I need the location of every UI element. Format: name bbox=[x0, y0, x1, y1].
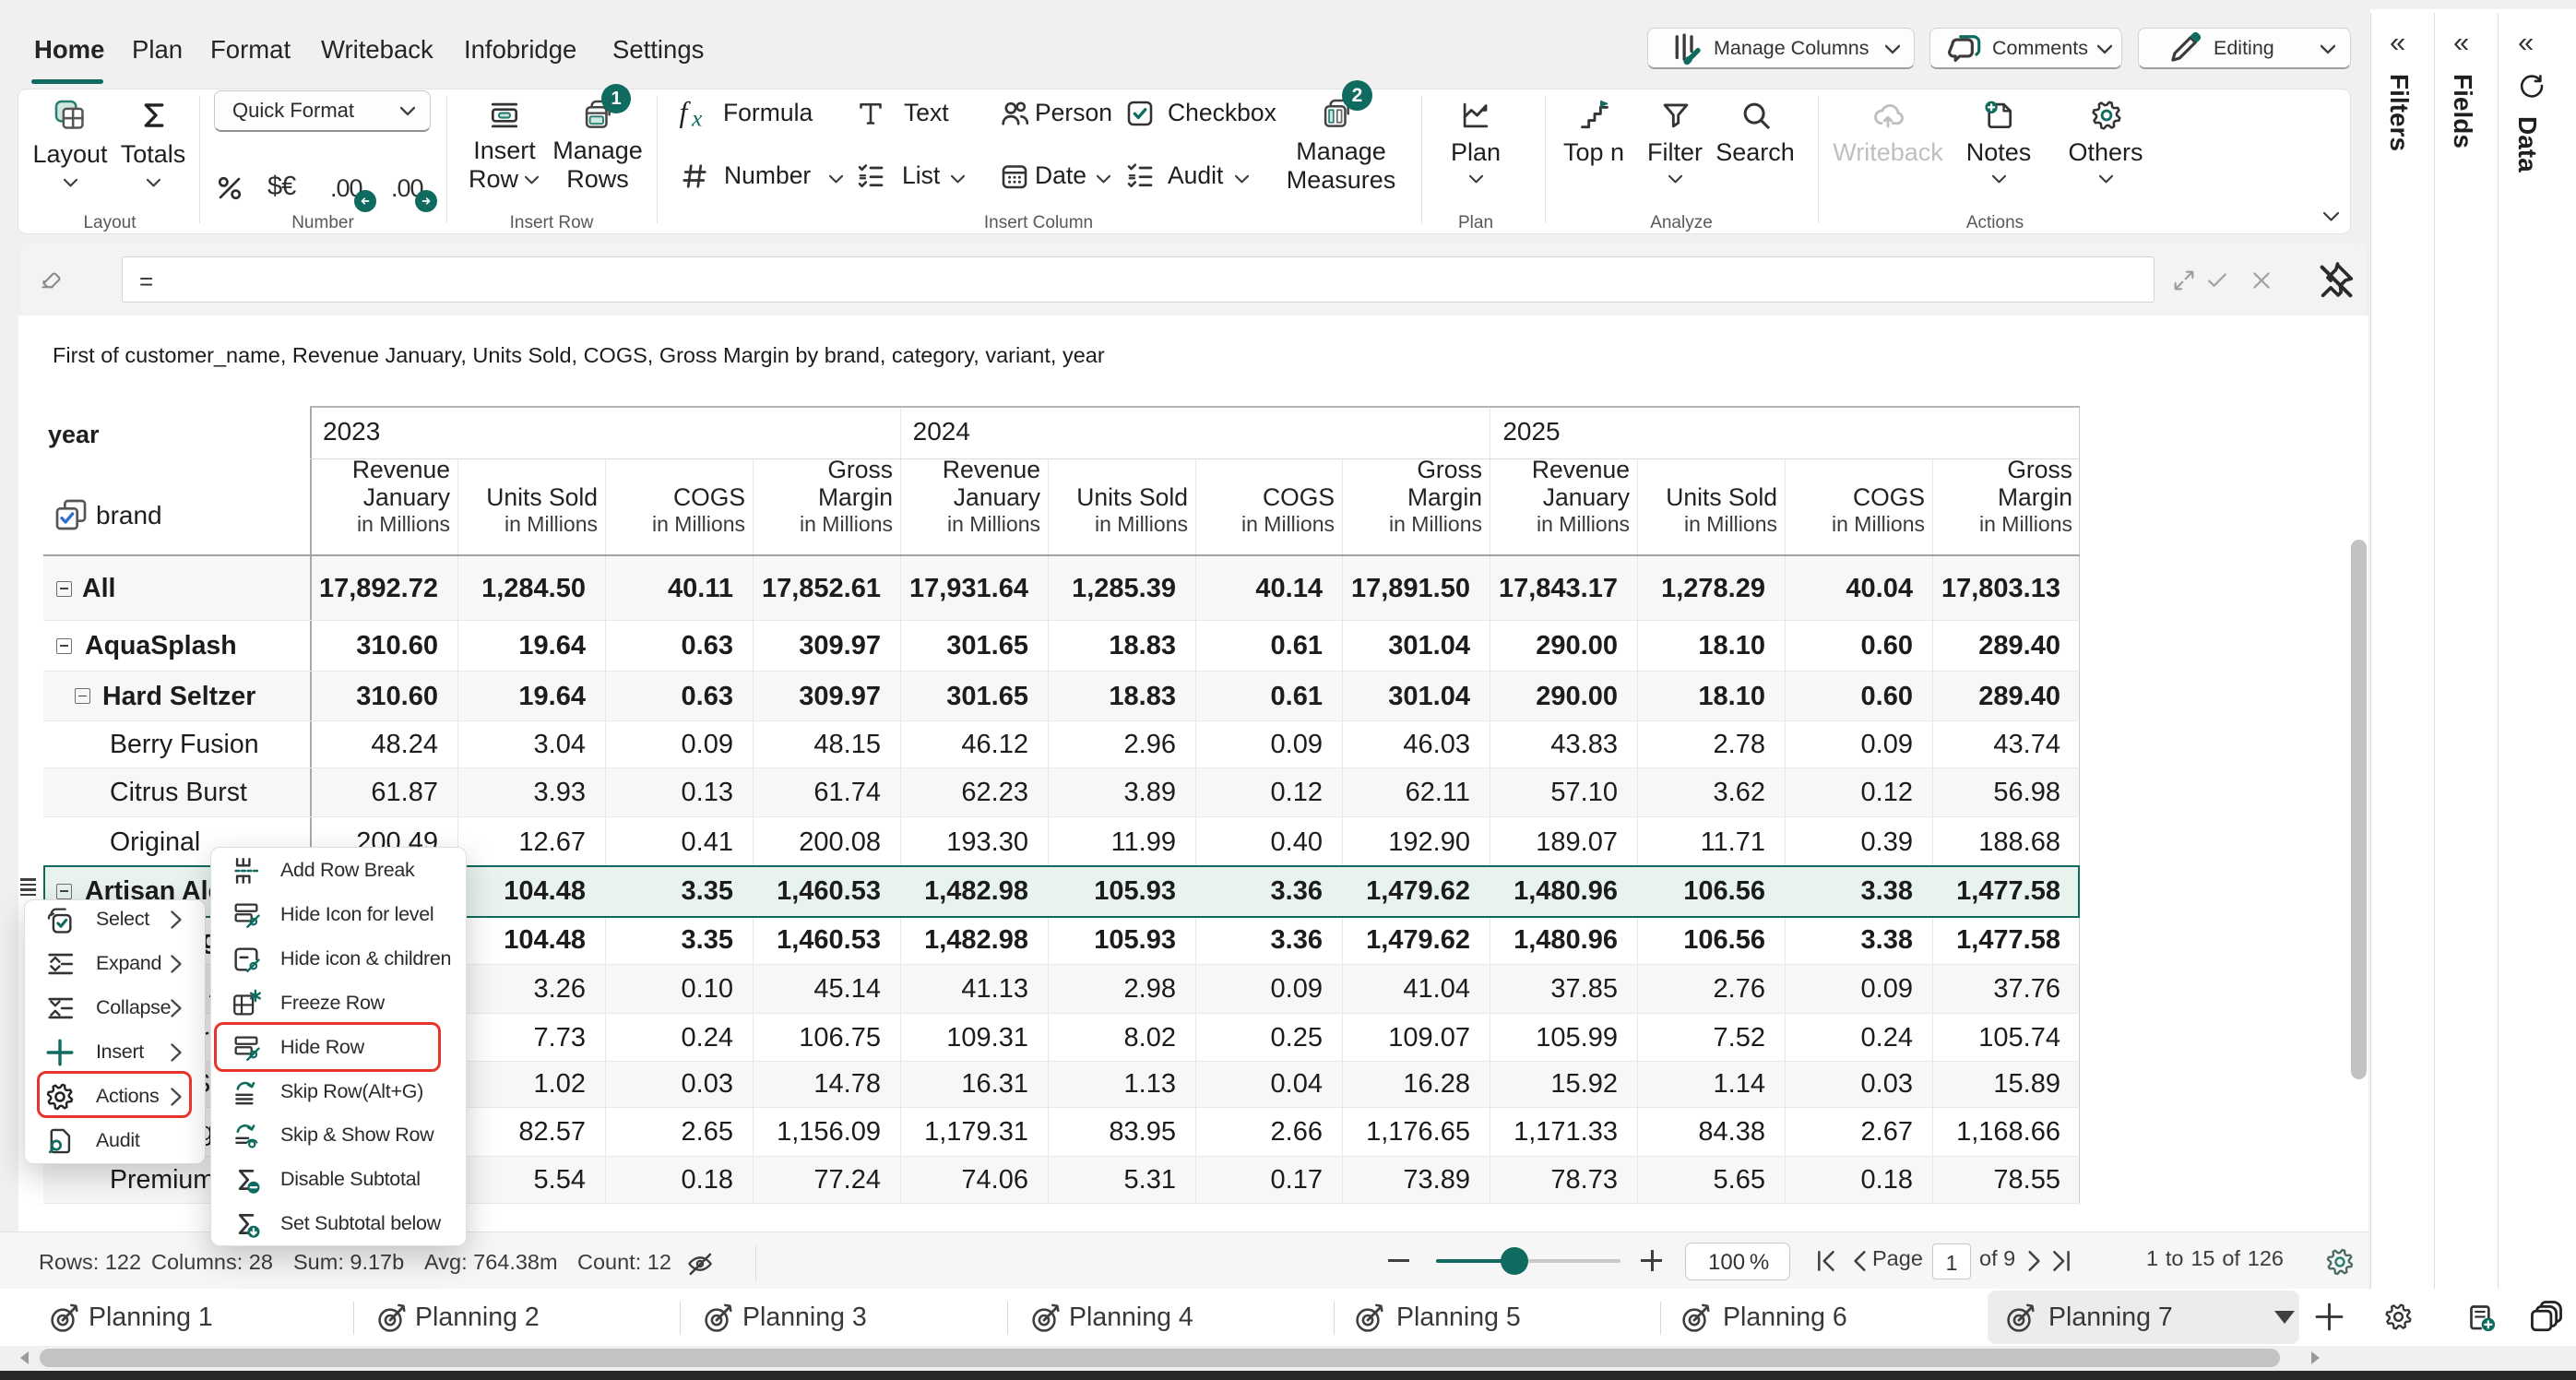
svg-text:f: f bbox=[680, 97, 692, 128]
svg-text:x: x bbox=[691, 105, 703, 131]
